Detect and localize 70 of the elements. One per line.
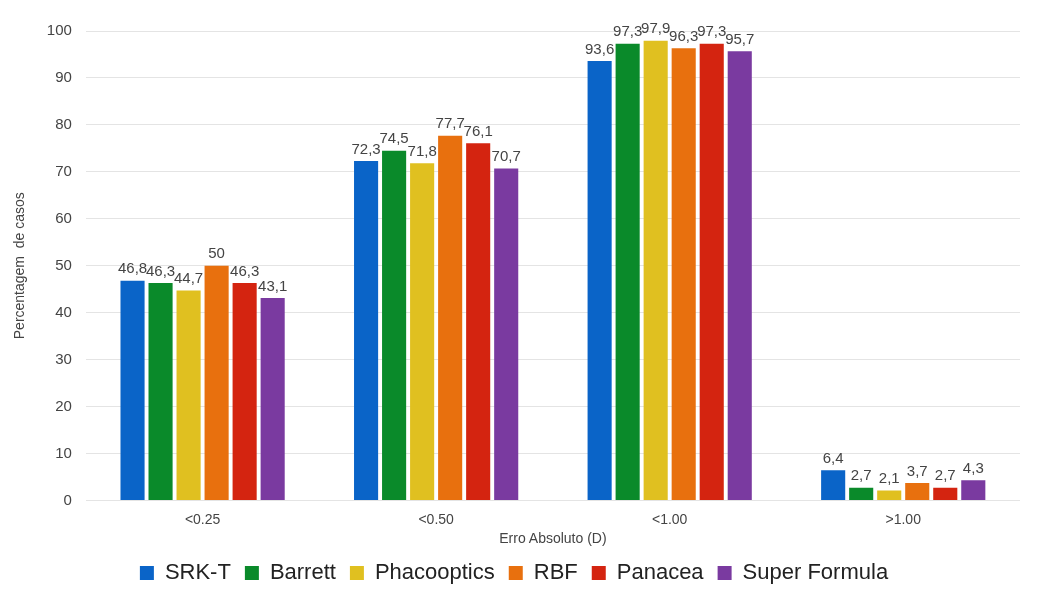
bar <box>232 283 257 500</box>
data-label: 3,7 <box>906 461 928 479</box>
data-label: 74,5 <box>379 129 409 147</box>
data-label: 4,3 <box>962 458 984 476</box>
data-label: 96,3 <box>669 27 699 45</box>
data-label: 77,7 <box>435 114 465 132</box>
bar <box>466 143 491 500</box>
bar <box>204 265 229 500</box>
bar <box>148 283 173 500</box>
bar <box>821 470 846 500</box>
y-tick-label: 20 <box>55 396 72 414</box>
x-axis-title: Erro Absoluto (D) <box>499 530 607 547</box>
x-tick-label: >1.00 <box>885 510 922 527</box>
data-label: 93,6 <box>585 39 615 57</box>
bar <box>260 298 285 500</box>
data-label: 2,1 <box>878 469 900 487</box>
bar <box>699 43 724 500</box>
legend-label: Super Formula <box>742 559 889 585</box>
bar <box>615 43 640 500</box>
bar <box>643 40 668 500</box>
y-tick-label: 80 <box>55 115 72 133</box>
data-label: 72,3 <box>351 139 381 157</box>
bar <box>120 280 145 500</box>
bar <box>877 490 902 500</box>
data-label: 46,8 <box>117 259 148 277</box>
bar <box>905 483 930 500</box>
y-tick-label: 30 <box>55 349 72 367</box>
data-label: 70,7 <box>491 147 521 165</box>
bar <box>410 163 435 500</box>
data-label: 97,9 <box>641 19 671 37</box>
legend-label: Barrett <box>269 559 336 585</box>
data-label: 76,1 <box>463 121 493 139</box>
bar <box>176 290 201 500</box>
data-label: 97,3 <box>697 22 727 40</box>
y-tick-label: 100 <box>46 21 72 39</box>
bar <box>382 150 407 500</box>
data-label: 97,3 <box>613 22 643 40</box>
bar <box>494 168 519 500</box>
legend-label: Panacea <box>616 559 705 585</box>
data-label: 71,8 <box>407 142 437 160</box>
data-label: 2,7 <box>934 466 956 484</box>
y-tick-label: 40 <box>55 302 72 320</box>
y-tick-label: 0 <box>63 490 72 508</box>
y-tick-label: 50 <box>55 255 72 273</box>
data-label: 95,7 <box>725 29 755 47</box>
data-label: 2,7 <box>850 466 872 484</box>
bar <box>933 487 958 500</box>
bar <box>961 480 986 500</box>
bar <box>438 135 463 500</box>
y-tick-label: 60 <box>55 208 72 226</box>
data-label: 43,1 <box>258 276 288 294</box>
x-tick-label: <0.25 <box>184 510 221 527</box>
bar <box>587 61 612 500</box>
data-label: 6,4 <box>822 449 844 466</box>
bar <box>727 51 752 500</box>
legend-label: Phacooptics <box>374 559 495 585</box>
y-tick-label: 70 <box>55 161 72 179</box>
x-tick-label: <0.50 <box>418 510 455 527</box>
legend-label: SRK-T <box>164 559 231 585</box>
data-label: 50 <box>208 244 225 262</box>
bar <box>849 487 874 500</box>
legend-label: RBF <box>533 559 578 585</box>
x-tick-label: <1.00 <box>651 510 688 527</box>
data-label: 46,3 <box>230 261 260 279</box>
bar <box>354 161 379 500</box>
y-tick-label: 10 <box>55 443 72 461</box>
y-axis-title: Percentagem de casos <box>11 192 28 340</box>
bar <box>671 48 696 500</box>
y-tick-label: 90 <box>55 68 72 86</box>
data-label: 46,3 <box>145 261 176 279</box>
